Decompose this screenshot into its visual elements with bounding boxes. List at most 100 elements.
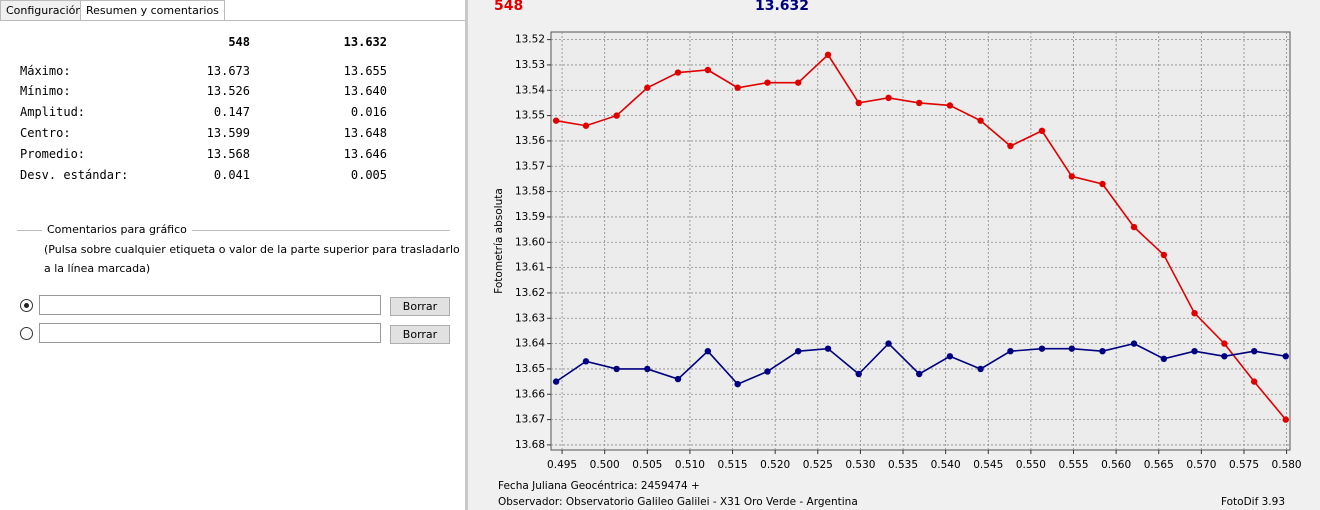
row-value: 13.599 bbox=[206, 126, 250, 140]
x-tick-label: 0.570 bbox=[1186, 459, 1216, 471]
chart: 548 13.632 Fotometría absoluta Fecha Jul… bbox=[468, 0, 1320, 510]
radio[interactable] bbox=[20, 327, 33, 340]
column-header: 548 bbox=[228, 35, 250, 49]
y-axis-label: Fotometría absoluta bbox=[493, 188, 505, 294]
data-point bbox=[1251, 378, 1258, 385]
group-title: Comentarios para gráfico bbox=[42, 223, 192, 236]
column-header: 13.632 bbox=[343, 35, 387, 49]
y-tick-label: 13.64 bbox=[515, 338, 545, 350]
tab-active[interactable]: Resumen y comentarios bbox=[80, 0, 225, 21]
data-point bbox=[1068, 345, 1075, 352]
x-tick-label: 0.560 bbox=[1101, 459, 1131, 471]
plot-area bbox=[550, 31, 1291, 451]
data-point bbox=[1007, 348, 1014, 355]
data-point bbox=[674, 69, 682, 76]
data-point bbox=[977, 365, 984, 373]
y-tick-label: 13.63 bbox=[515, 312, 545, 324]
data-point bbox=[1130, 340, 1138, 347]
data-point bbox=[1221, 353, 1228, 360]
data-point bbox=[1130, 223, 1138, 231]
data-point bbox=[644, 365, 651, 373]
row-value: 13.655 bbox=[343, 64, 387, 78]
hint: a la línea marcada) bbox=[44, 262, 151, 275]
data-point bbox=[674, 375, 682, 383]
series-header: 548 bbox=[494, 0, 523, 14]
data-point bbox=[613, 365, 620, 373]
x-tick-label: 0.505 bbox=[632, 459, 662, 471]
data-point bbox=[794, 79, 802, 86]
data-point bbox=[794, 348, 802, 355]
y-tick-label: 13.59 bbox=[515, 211, 545, 223]
data-point bbox=[885, 340, 892, 347]
y-tick-label: 13.65 bbox=[515, 363, 545, 375]
y-tick-label: 13.54 bbox=[515, 84, 545, 96]
footer-date: Fecha Juliana Geocéntrica: 2459474 + bbox=[498, 480, 700, 492]
x-tick-label: 0.550 bbox=[1016, 459, 1046, 471]
summary-panel: Configuración Resumen y comentarios 548 … bbox=[0, 0, 465, 510]
data-point bbox=[582, 122, 590, 129]
data-point bbox=[1191, 310, 1198, 317]
y-tick-label: 13.62 bbox=[515, 287, 545, 299]
hint: (Pulsa sobre cualquier etiqueta o valor … bbox=[44, 243, 460, 256]
series-header: 13.632 bbox=[755, 0, 809, 14]
splitter[interactable] bbox=[465, 0, 468, 510]
data-point bbox=[764, 368, 771, 375]
radio-checked[interactable] bbox=[20, 299, 33, 312]
row-value: 13.568 bbox=[206, 147, 250, 161]
data-point bbox=[1282, 353, 1289, 360]
data-point bbox=[855, 370, 862, 378]
row-value: 13.673 bbox=[206, 64, 250, 78]
x-tick-label: 0.540 bbox=[931, 459, 961, 471]
data-point bbox=[1282, 416, 1289, 423]
x-tick-label: 0.530 bbox=[845, 459, 875, 471]
row-value: 13.526 bbox=[206, 84, 250, 98]
x-tick-label: 0.580 bbox=[1272, 459, 1302, 471]
data-point bbox=[552, 117, 560, 124]
row-value: 13.648 bbox=[343, 126, 387, 140]
data-point bbox=[916, 370, 923, 378]
tab[interactable]: Configuración bbox=[0, 0, 89, 21]
data-point bbox=[1038, 127, 1046, 134]
row-value: 13.640 bbox=[343, 84, 387, 98]
row-value: 0.016 bbox=[350, 105, 387, 119]
y-tick-label: 13.60 bbox=[515, 236, 545, 248]
y-tick-label: 13.66 bbox=[515, 388, 545, 400]
comment-input[interactable] bbox=[39, 295, 381, 315]
y-tick-label: 13.61 bbox=[515, 262, 545, 274]
row-value: 0.041 bbox=[213, 168, 250, 182]
row-label: Desv. estándar: bbox=[20, 168, 129, 182]
clear-button[interactable]: Borrar bbox=[390, 297, 450, 316]
data-point bbox=[613, 112, 620, 119]
footer-observer: Observador: Observatorio Galileo Galilei… bbox=[498, 496, 858, 508]
row-label: Mínimo: bbox=[20, 84, 71, 98]
data-point bbox=[885, 94, 892, 102]
y-tick-label: 13.56 bbox=[515, 135, 545, 147]
data-point bbox=[977, 117, 984, 124]
data-point bbox=[1160, 251, 1168, 259]
y-tick-label: 13.57 bbox=[515, 160, 545, 172]
x-tick-label: 0.500 bbox=[590, 459, 620, 471]
row-value: 0.147 bbox=[213, 105, 250, 119]
comment-input[interactable] bbox=[39, 323, 381, 343]
data-point bbox=[734, 84, 741, 91]
y-tick-label: 13.58 bbox=[515, 186, 545, 198]
row-value: 13.646 bbox=[343, 147, 387, 161]
x-tick-label: 0.545 bbox=[973, 459, 1003, 471]
data-point bbox=[644, 84, 651, 91]
y-tick-label: 13.68 bbox=[515, 439, 545, 451]
y-tick-label: 13.52 bbox=[515, 34, 545, 46]
group-line bbox=[17, 230, 450, 231]
row-label: Máximo: bbox=[20, 64, 71, 78]
row-label: Centro: bbox=[20, 126, 71, 140]
clear-button[interactable]: Borrar bbox=[390, 325, 450, 344]
footer-software: FotoDif 3.93 bbox=[1221, 496, 1285, 508]
data-point bbox=[824, 345, 832, 352]
data-point bbox=[1191, 348, 1198, 355]
x-tick-label: 0.520 bbox=[760, 459, 790, 471]
data-point bbox=[1221, 340, 1228, 347]
tab-border bbox=[0, 20, 465, 21]
data-point bbox=[1099, 180, 1106, 188]
data-point bbox=[1251, 348, 1258, 355]
x-tick-label: 0.510 bbox=[675, 459, 705, 471]
